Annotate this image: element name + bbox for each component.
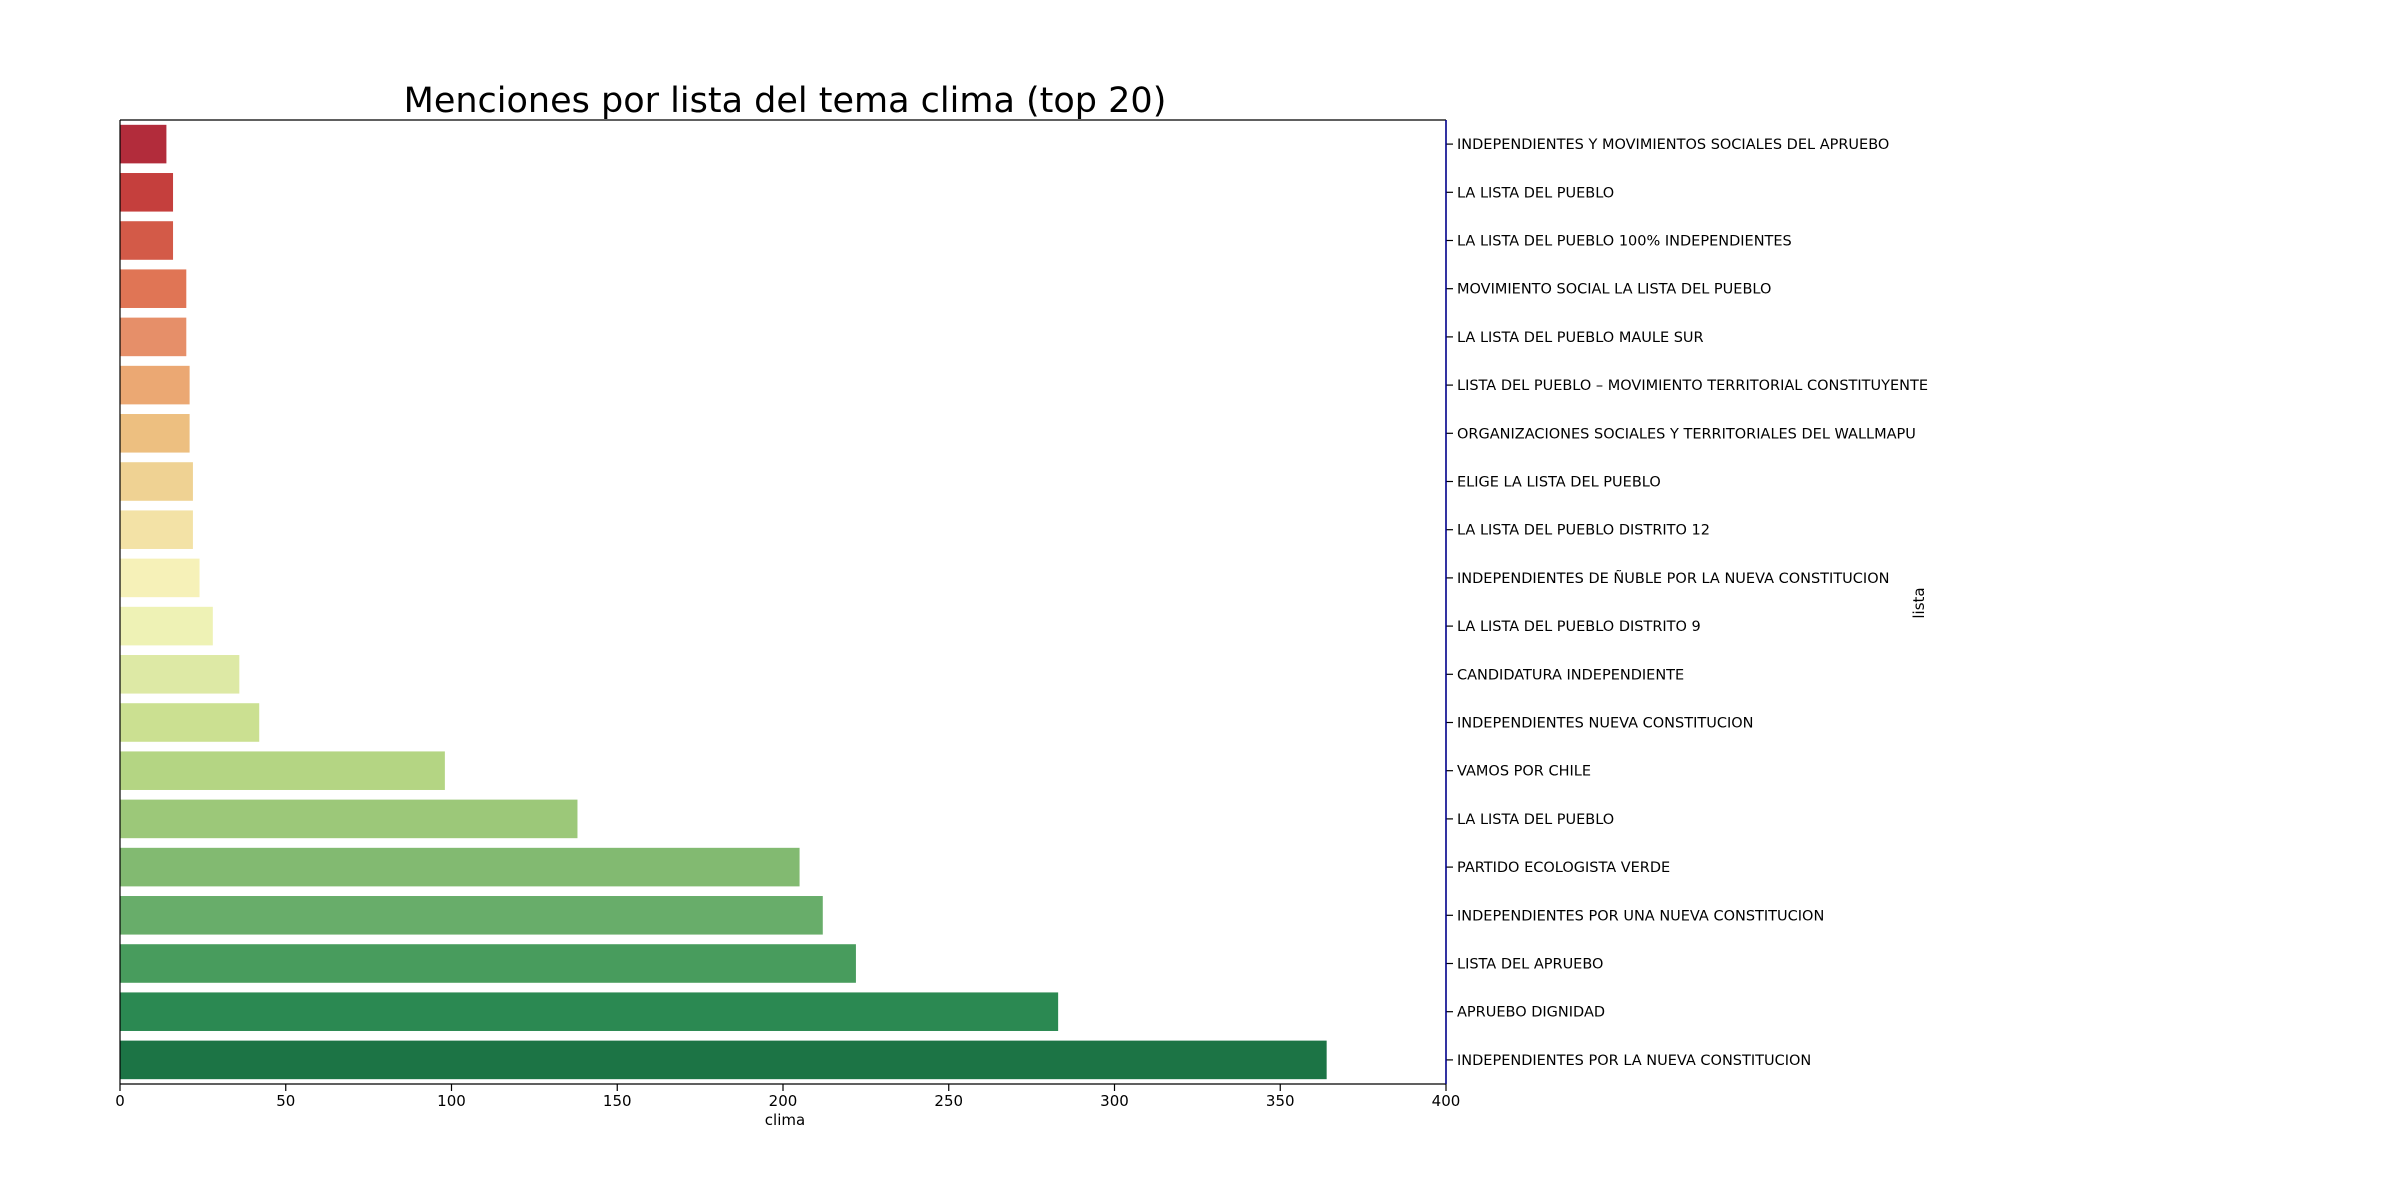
category-label: LISTA DEL PUEBLO – MOVIMIENTO TERRITORIA… — [1457, 378, 1928, 394]
category-label: LA LISTA DEL PUEBLO DISTRITO 9 — [1457, 619, 1701, 635]
x-tick-label: 50 — [276, 1092, 295, 1110]
category-label: CANDIDATURA INDEPENDIENTE — [1457, 667, 1684, 683]
category-label: INDEPENDIENTES POR LA NUEVA CONSTITUCION — [1457, 1053, 1811, 1069]
bar — [120, 269, 187, 308]
bar — [120, 317, 187, 357]
bar — [120, 799, 578, 839]
category-label: APRUEBO DIGNIDAD — [1457, 1005, 1605, 1021]
category-ticks: INDEPENDIENTES Y MOVIMIENTOS SOCIALES DE… — [1446, 137, 1928, 1069]
bar — [120, 510, 193, 549]
category-label: LA LISTA DEL PUEBLO — [1457, 812, 1614, 828]
category-label: VAMOS POR CHILE — [1457, 764, 1591, 780]
bar — [120, 751, 445, 790]
bar — [120, 414, 190, 453]
category-label: INDEPENDIENTES NUEVA CONSTITUCION — [1457, 716, 1753, 732]
x-tick-label: 250 — [934, 1092, 963, 1110]
category-label: INDEPENDIENTES Y MOVIMIENTOS SOCIALES DE… — [1457, 137, 1889, 153]
category-label: LA LISTA DEL PUEBLO — [1457, 185, 1614, 201]
bar — [120, 124, 167, 164]
category-label: ELIGE LA LISTA DEL PUEBLO — [1457, 475, 1661, 491]
category-label: INDEPENDIENTES DE ÑUBLE POR LA NUEVA CON… — [1457, 570, 1889, 587]
category-label: LA LISTA DEL PUEBLO DISTRITO 12 — [1457, 523, 1710, 539]
axis-spines — [119, 119, 1447, 1085]
x-tick-label: 400 — [1432, 1092, 1461, 1110]
category-label: MOVIMIENTO SOCIAL LA LISTA DEL PUEBLO — [1457, 282, 1771, 298]
x-tick-label: 200 — [769, 1092, 798, 1110]
chart-title: Menciones por lista del tema clima (top … — [404, 81, 1167, 121]
category-label: INDEPENDIENTES POR UNA NUEVA CONSTITUCIO… — [1457, 908, 1824, 924]
x-axis-label: clima — [765, 1111, 805, 1129]
x-tick-label: 350 — [1266, 1092, 1295, 1110]
bar — [120, 606, 213, 646]
x-tick-label: 100 — [437, 1092, 466, 1110]
category-label: PARTIDO ECOLOGISTA VERDE — [1457, 860, 1670, 876]
bar — [120, 847, 800, 887]
bars-group — [120, 124, 1327, 1080]
bar — [120, 703, 260, 742]
bar — [120, 992, 1059, 1031]
y-axis-label: lista — [1910, 587, 1928, 618]
bar — [120, 365, 190, 405]
bar — [120, 558, 200, 598]
bar — [120, 944, 856, 983]
category-label: LA LISTA DEL PUEBLO MAULE SUR — [1457, 330, 1704, 346]
bar — [120, 462, 193, 501]
x-tick-label: 300 — [1100, 1092, 1129, 1110]
x-tick-label: 0 — [115, 1092, 125, 1110]
bar — [120, 655, 240, 694]
category-label: ORGANIZACIONES SOCIALES Y TERRITORIALES … — [1457, 426, 1916, 442]
x-axis-ticks: 0 50 100 150 200 250 300 350 400 — [115, 1084, 1460, 1110]
category-label: LA LISTA DEL PUEBLO 100% INDEPENDIENTES — [1457, 234, 1792, 250]
category-label: LISTA DEL APRUEBO — [1457, 957, 1603, 973]
bar — [120, 173, 174, 212]
x-tick-label: 150 — [603, 1092, 632, 1110]
bar — [120, 1040, 1327, 1080]
bar — [120, 896, 823, 935]
bar — [120, 221, 174, 260]
